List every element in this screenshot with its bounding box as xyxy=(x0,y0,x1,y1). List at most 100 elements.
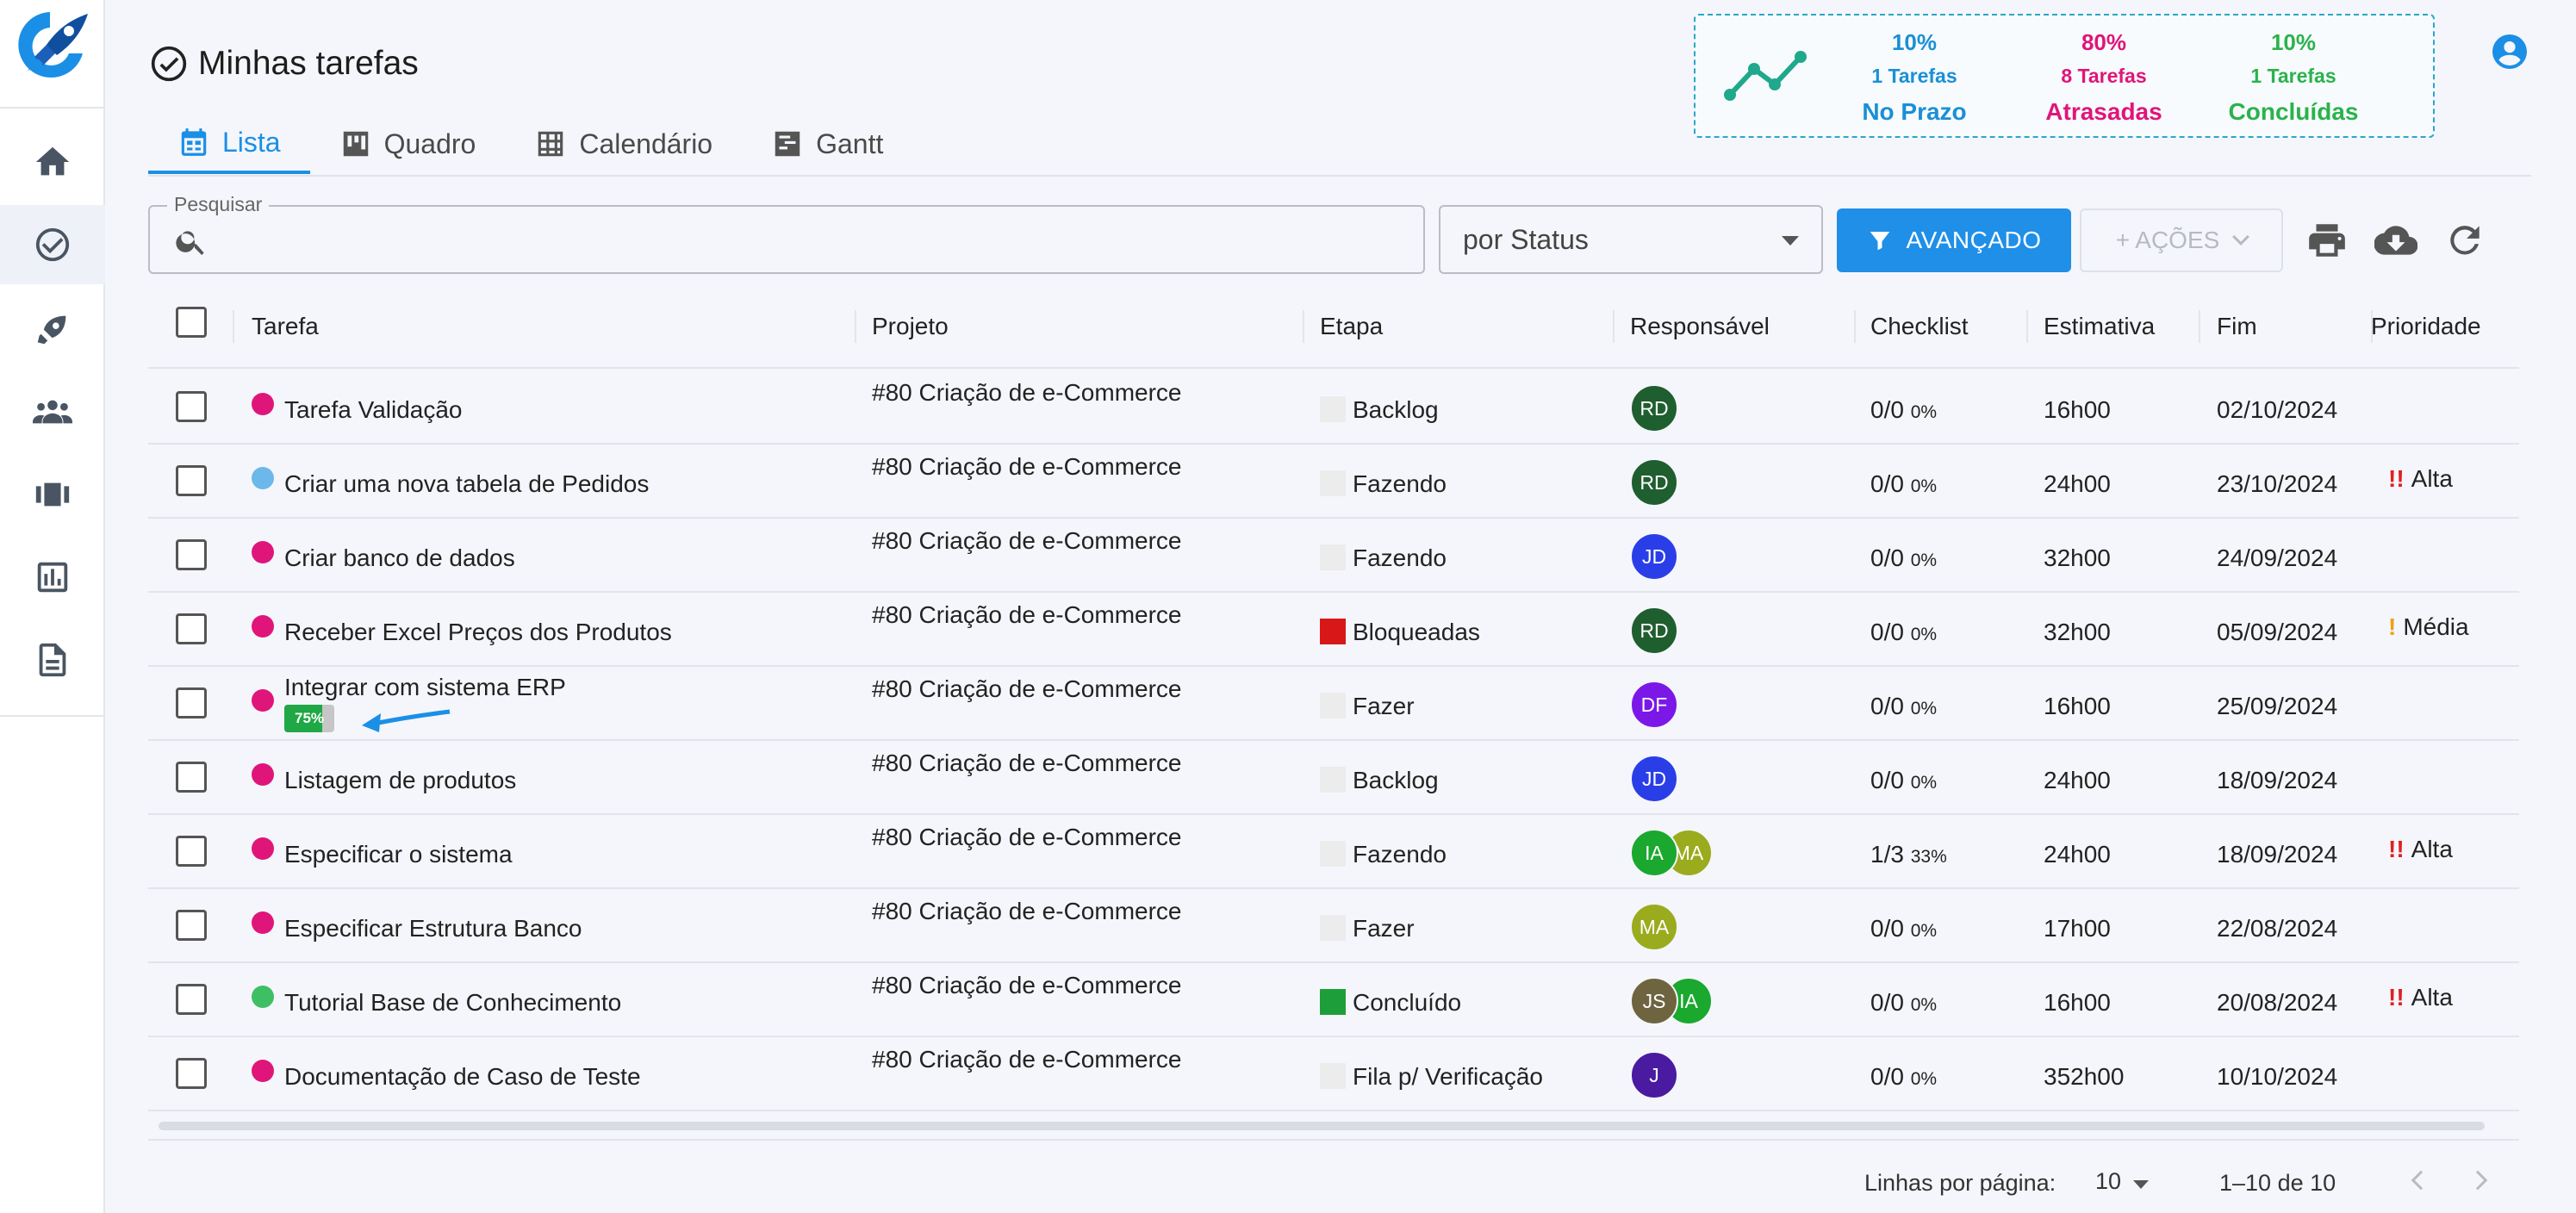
nav-projects[interactable] xyxy=(0,289,105,369)
stage-name[interactable]: Concluído xyxy=(1353,989,1462,1016)
nav-tasks[interactable] xyxy=(0,205,105,284)
task-name[interactable]: Integrar com sistema ERP xyxy=(284,674,566,700)
horizontal-scrollbar[interactable] xyxy=(159,1122,2485,1130)
row-checkbox[interactable] xyxy=(176,1058,207,1089)
row-checkbox[interactable] xyxy=(176,465,207,496)
column-header-tarefa[interactable]: Tarefa xyxy=(252,313,319,339)
nav-boards[interactable] xyxy=(0,455,105,534)
avatar[interactable]: DF xyxy=(1630,681,1678,729)
stat-concluidas[interactable]: 10% 1 Tarefas Concluídas xyxy=(2199,29,2388,126)
task-name[interactable]: Tutorial Base de Conhecimento xyxy=(284,989,622,1016)
column-header-etapa[interactable]: Etapa xyxy=(1320,313,1384,339)
stage-name[interactable]: Fazendo xyxy=(1353,841,1447,868)
rows-per-page-select[interactable]: 10 xyxy=(2095,1168,2122,1194)
task-name[interactable]: Receber Excel Preços dos Produtos xyxy=(284,619,672,645)
next-page-button[interactable] xyxy=(2467,1170,2492,1194)
refresh-button[interactable] xyxy=(2443,219,2486,262)
search-input[interactable] xyxy=(224,217,1404,262)
column-header-estimativa[interactable]: Estimativa xyxy=(2044,313,2156,339)
table-row[interactable]: Criar banco de dados #80 Criação de e-Com… xyxy=(148,519,2519,593)
stat-atrasadas[interactable]: 80% 8 Tarefas Atrasadas xyxy=(2009,29,2199,126)
stage-name[interactable]: Fazendo xyxy=(1353,544,1447,571)
nav-reports[interactable] xyxy=(0,538,105,617)
row-checkbox[interactable] xyxy=(176,762,207,793)
avatar[interactable]: MA xyxy=(1630,903,1678,951)
project-name[interactable]: #80 Criação de e-Commerce xyxy=(872,379,1182,406)
table-row[interactable]: Tutorial Base de Conhecimento #80 Criação… xyxy=(148,963,2519,1037)
tab-gantt[interactable]: Gantt xyxy=(742,114,912,174)
task-name[interactable]: Tarefa Validação xyxy=(284,396,463,423)
tab-lista[interactable]: Lista xyxy=(148,114,310,174)
task-name[interactable]: Especificar o sistema xyxy=(284,841,513,868)
tab-calendario[interactable]: Calendário xyxy=(505,114,742,174)
column-header-responsavel[interactable]: Responsável xyxy=(1630,313,1770,339)
task-name[interactable]: Documentação de Caso de Teste xyxy=(284,1063,641,1090)
column-header-prioridade[interactable]: Prioridade xyxy=(2371,313,2481,339)
project-name[interactable]: #80 Criação de e-Commerce xyxy=(872,1046,1182,1073)
row-checkbox[interactable] xyxy=(176,836,207,867)
nav-documents[interactable] xyxy=(0,620,105,700)
row-checkbox[interactable] xyxy=(176,539,207,570)
priority-mark: ! xyxy=(2388,613,2397,640)
stage-name[interactable]: Backlog xyxy=(1353,396,1439,423)
row-checkbox[interactable] xyxy=(176,391,207,422)
table-row[interactable]: Especificar Estrutura Banco #80 Criação d… xyxy=(148,889,2519,963)
stage-name[interactable]: Fazendo xyxy=(1353,470,1447,497)
table-row[interactable]: Receber Excel Preços dos Produtos #80 Cri… xyxy=(148,593,2519,667)
avatar[interactable]: JD xyxy=(1630,532,1678,581)
status-dot xyxy=(252,1060,274,1082)
print-button[interactable] xyxy=(2305,219,2349,262)
avatar[interactable]: J xyxy=(1630,1051,1678,1099)
end-date: 23/10/2024 xyxy=(2217,470,2338,497)
avatar[interactable]: RD xyxy=(1630,384,1678,432)
task-name[interactable]: Criar banco de dados xyxy=(284,544,515,571)
task-name[interactable]: Listagem de produtos xyxy=(284,767,517,793)
column-header-fim[interactable]: Fim xyxy=(2217,313,2257,339)
column-header-projeto[interactable]: Projeto xyxy=(872,313,949,339)
task-name[interactable]: Criar uma nova tabela de Pedidos xyxy=(284,470,650,497)
column-header-checklist[interactable]: Checklist xyxy=(1870,313,1969,339)
select-all-checkbox[interactable] xyxy=(176,307,207,338)
avatar[interactable]: JS xyxy=(1630,977,1678,1025)
stage-name[interactable]: Fazer xyxy=(1353,915,1415,942)
avatar[interactable]: RD xyxy=(1630,606,1678,655)
account-circle-icon[interactable] xyxy=(2489,31,2530,72)
row-checkbox[interactable] xyxy=(176,910,207,941)
status-filter-select[interactable]: por Status xyxy=(1439,205,1823,274)
project-name[interactable]: #80 Criação de e-Commerce xyxy=(872,898,1182,924)
caret-down-icon[interactable] xyxy=(2133,1180,2149,1189)
nav-home[interactable] xyxy=(0,122,105,202)
avatar[interactable]: RD xyxy=(1630,458,1678,507)
project-name[interactable]: #80 Criação de e-Commerce xyxy=(872,453,1182,480)
table-row[interactable]: Especificar o sistema #80 Criação de e-Co… xyxy=(148,815,2519,889)
rocket-logo-icon[interactable] xyxy=(9,5,91,83)
project-name[interactable]: #80 Criação de e-Commerce xyxy=(872,750,1182,776)
avatar[interactable]: JD xyxy=(1630,755,1678,803)
row-checkbox[interactable] xyxy=(176,984,207,1015)
nav-team[interactable] xyxy=(0,372,105,451)
table-row[interactable]: Criar uma nova tabela de Pedidos #80 Cria… xyxy=(148,445,2519,519)
table-row[interactable]: Listagem de produtos #80 Criação de e-Com… xyxy=(148,741,2519,815)
actions-button[interactable]: + AÇÕES xyxy=(2080,208,2283,272)
project-name[interactable]: #80 Criação de e-Commerce xyxy=(872,972,1182,998)
project-name[interactable]: #80 Criação de e-Commerce xyxy=(872,527,1182,554)
row-checkbox[interactable] xyxy=(176,687,207,718)
advanced-filter-button[interactable]: AVANÇADO xyxy=(1837,208,2071,272)
table-row[interactable]: Documentação de Caso de Teste #80 Criação… xyxy=(148,1037,2519,1111)
project-name[interactable]: #80 Criação de e-Commerce xyxy=(872,824,1182,850)
table-row[interactable]: Integrar com sistema ERP 75% #80 Criação d… xyxy=(148,667,2519,741)
stat-no-prazo[interactable]: 10% 1 Tarefas No Prazo xyxy=(1820,29,2009,126)
avatar[interactable]: IA xyxy=(1630,829,1678,877)
download-button[interactable] xyxy=(2374,219,2418,262)
project-name[interactable]: #80 Criação de e-Commerce xyxy=(872,675,1182,702)
tab-quadro[interactable]: Quadro xyxy=(310,114,506,174)
row-checkbox[interactable] xyxy=(176,613,207,644)
project-name[interactable]: #80 Criação de e-Commerce xyxy=(872,601,1182,628)
stage-name[interactable]: Bloqueadas xyxy=(1353,619,1480,645)
table-row[interactable]: Tarefa Validação #80 Criação de e-Commerc… xyxy=(148,370,2519,445)
stage-name[interactable]: Fazer xyxy=(1353,693,1415,719)
previous-page-button[interactable] xyxy=(2409,1170,2431,1194)
stage-name[interactable]: Backlog xyxy=(1353,767,1439,793)
task-name[interactable]: Especificar Estrutura Banco xyxy=(284,915,582,942)
stage-name[interactable]: Fila p/ Verificação xyxy=(1353,1063,1543,1090)
